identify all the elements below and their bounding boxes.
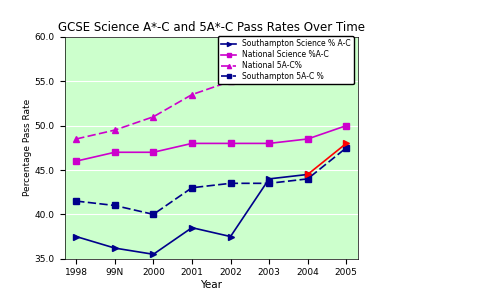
Legend: Southampton Science % A-C, National Science %A-C, National 5A-C%, Southampton 5A: Southampton Science % A-C, National Scie… xyxy=(218,36,354,84)
X-axis label: Year: Year xyxy=(200,280,222,290)
Y-axis label: Percentage Pass Rate: Percentage Pass Rate xyxy=(23,99,32,197)
Title: GCSE Science A*-C and 5A*-C Pass Rates Over Time: GCSE Science A*-C and 5A*-C Pass Rates O… xyxy=(58,21,365,34)
